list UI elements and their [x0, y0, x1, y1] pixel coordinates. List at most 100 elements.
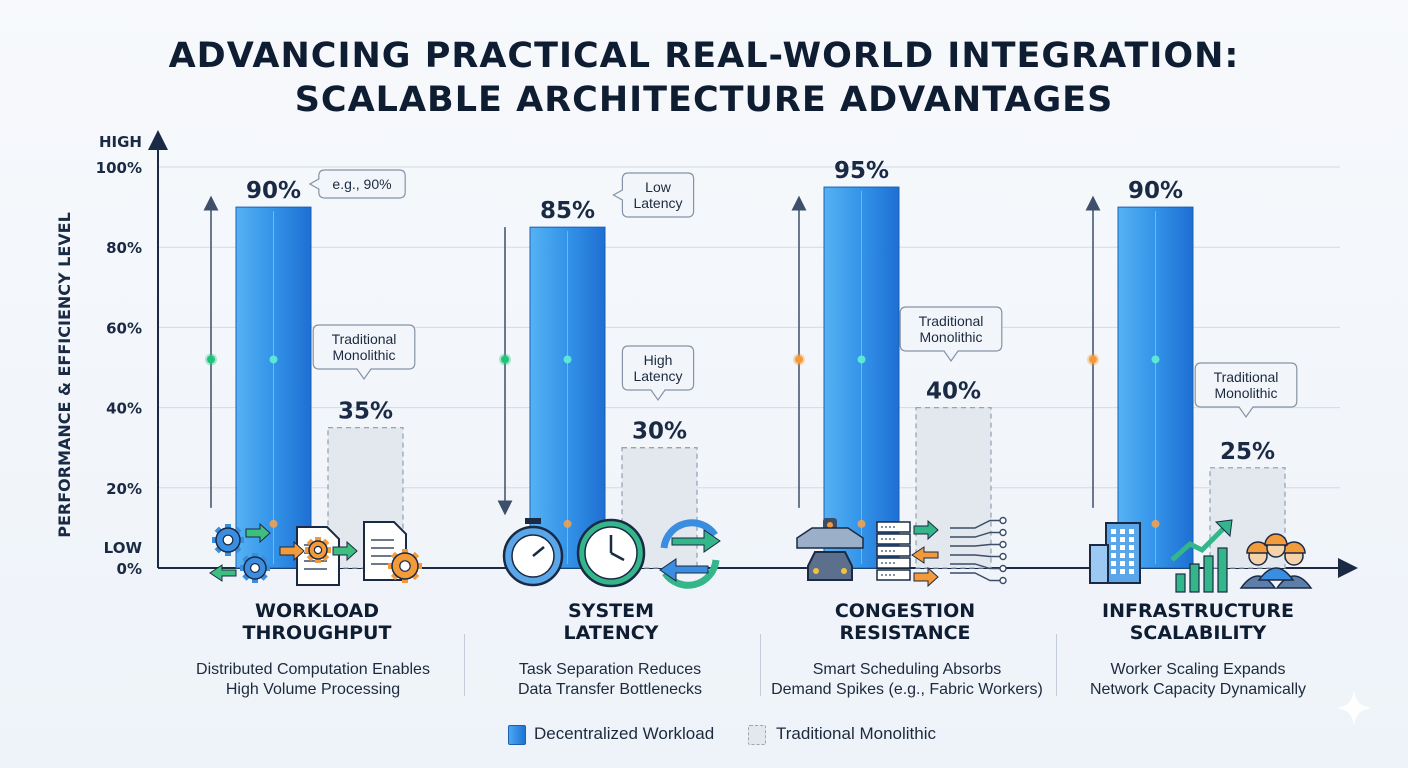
growth-chart-icon — [1170, 519, 1233, 593]
category-description-scalability: Worker Scaling Expands Network Capacity … — [1053, 660, 1343, 700]
y-axis-label: PERFORMANCE & EFFICIENCY LEVEL — [55, 212, 74, 538]
server-rack-icon — [876, 519, 939, 588]
category-title-workload-throughput: WORKLOAD THROUGHPUT — [187, 600, 447, 644]
description-line: Data Transfer Bottlenecks — [517, 681, 703, 698]
y-tick-label: 60% — [106, 319, 142, 337]
bar-glow-dot-bottom — [563, 519, 572, 528]
bar-glow-dot-bottom — [857, 519, 866, 528]
bar-glow-dot-bottom — [269, 519, 278, 528]
clock-icon — [576, 518, 646, 588]
callout-text: Traditional — [332, 331, 397, 347]
callout-bubble — [899, 306, 1003, 363]
bar-value-label-traditional: 35% — [338, 399, 393, 425]
callout-bubble — [312, 324, 416, 381]
trend-dot — [501, 355, 509, 364]
bar-value-label-decentralized: 90% — [246, 178, 301, 204]
y-tick-label: 80% — [106, 239, 142, 257]
callout-text: Traditional — [919, 313, 984, 329]
callout-bubble — [1194, 362, 1298, 419]
bar-value-label-traditional: 30% — [632, 419, 687, 445]
trend-dot — [207, 355, 215, 364]
bar-glow-dot-bottom — [1151, 519, 1160, 528]
document-gear-icon — [279, 526, 358, 586]
callout-bubble — [612, 172, 695, 218]
category-description-workload: Distributed Computation Enables High Vol… — [168, 660, 458, 700]
sparkle-icon — [1336, 690, 1372, 726]
category-title-line: SCALABILITY — [1129, 622, 1267, 644]
bar-value-label-traditional: 40% — [926, 379, 981, 405]
gears-icon — [209, 522, 271, 583]
workers-icon — [1239, 533, 1313, 589]
legend-swatch-decentralized — [508, 725, 526, 745]
bar-value-label-traditional: 25% — [1220, 439, 1275, 465]
chart-title-line-2: SCALABLE ARCHITECTURE ADVANTAGES — [294, 80, 1114, 120]
refresh-arrows-icon — [659, 519, 721, 589]
bar-traditional — [915, 406, 992, 569]
document-gear-icon — [363, 521, 422, 583]
bar-glow-dot — [269, 355, 278, 364]
annotation-callout: e.g., 90% — [308, 169, 406, 199]
description-line: Distributed Computation Enables — [196, 661, 430, 678]
y-tick-label: 100% — [96, 159, 142, 177]
traffic-car-icon — [796, 518, 864, 581]
description-line: Demand Spikes (e.g., Fabric Workers) — [771, 681, 1043, 698]
category-description-congestion: Smart Scheduling Absorbs Demand Spikes (… — [762, 660, 1052, 700]
category-title-line: INFRASTRUCTURE — [1102, 600, 1294, 622]
description-line: Network Capacity Dynamically — [1089, 681, 1307, 698]
category-title-line: WORKLOAD — [254, 600, 379, 622]
bar-value-label-decentralized: 95% — [834, 158, 889, 184]
trend-dot — [795, 355, 803, 364]
building-icon — [1089, 522, 1141, 584]
bar-value-label-decentralized: 85% — [540, 198, 595, 224]
description-line: High Volume Processing — [225, 681, 401, 698]
category-title-system-latency: SYSTEM LATENCY — [481, 600, 741, 644]
y-axis-low-label: LOW — [104, 539, 143, 557]
callout-text: Monolithic — [1214, 385, 1277, 401]
y-axis-high-label: HIGH — [99, 133, 142, 151]
description-line: Smart Scheduling Absorbs — [812, 661, 1002, 678]
category-title-congestion-resistance: CONGESTION RESISTANCE — [775, 600, 1035, 644]
callout-bubble — [621, 345, 695, 402]
category-title-line: SYSTEM — [568, 600, 654, 622]
callout-text: Monolithic — [332, 347, 395, 363]
callout-text: Low — [645, 179, 672, 195]
category-description-latency: Task Separation Reduces Data Transfer Bo… — [465, 660, 755, 700]
bar-glow-dot — [857, 355, 866, 364]
category-divider — [760, 634, 761, 696]
callout-text: Latency — [633, 195, 682, 211]
callout-text: Traditional — [1214, 369, 1279, 385]
callout-text: Latency — [633, 368, 682, 384]
bar-glow-dot — [1151, 355, 1160, 364]
callout-text: e.g., 90% — [332, 176, 391, 192]
stopwatch-icon — [502, 518, 564, 587]
callout-text: Monolithic — [919, 329, 982, 345]
category-title-line: CONGESTION — [834, 600, 976, 622]
legend-label-traditional: Traditional Monolithic — [776, 724, 936, 743]
category-title-line: RESISTANCE — [839, 622, 971, 644]
y-tick-label: 20% — [106, 480, 142, 498]
category-divider — [464, 634, 465, 696]
chart-title-line-1: ADVANCING PRACTICAL REAL-WORLD INTEGRATI… — [168, 36, 1240, 76]
category-title-infrastructure-scalability: INFRASTRUCTURE SCALABILITY — [1068, 600, 1328, 644]
trend-dot — [1089, 355, 1097, 364]
legend-label-decentralized: Decentralized Workload — [534, 724, 715, 743]
y-tick-label: 40% — [106, 400, 142, 418]
description-line: Worker Scaling Expands — [1110, 661, 1286, 678]
description-line: Task Separation Reduces — [518, 661, 702, 678]
bar-value-label-decentralized: 90% — [1128, 178, 1183, 204]
category-title-line: THROUGHPUT — [242, 622, 392, 644]
callout-text: High — [644, 352, 673, 368]
category-title-line: LATENCY — [563, 622, 659, 644]
y-tick-label: 0% — [117, 560, 142, 578]
category-divider — [1056, 634, 1057, 696]
bar-glow-dot — [563, 355, 572, 364]
callout-bubble — [308, 169, 406, 199]
legend-swatch-traditional — [748, 725, 766, 745]
circuit-icon — [950, 516, 1007, 585]
